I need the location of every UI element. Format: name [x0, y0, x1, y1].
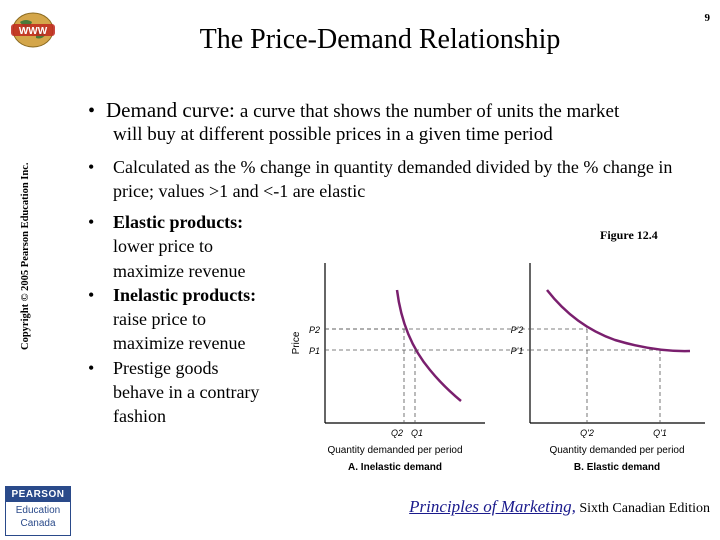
inelastic-term: Inelastic products:	[113, 284, 257, 305]
prestige-text: Prestige goods behave in a contrary fash…	[113, 357, 260, 427]
chart-inelastic: Price P2 P1 Q2 Q1 Quantity demanded per …	[291, 263, 485, 473]
demand-curve-term: Demand curve:	[106, 98, 235, 122]
x-tick-q1: Q'1	[653, 428, 667, 438]
footer: Principles of Marketing, Sixth Canadian …	[320, 497, 710, 517]
y-tick-p2: P'2	[511, 325, 524, 335]
demand-charts: Price P2 P1 Q2 Q1 Quantity demanded per …	[291, 263, 705, 473]
x-tick-q1: Q1	[411, 428, 423, 438]
demand-curve-definition-cont: will buy at different possible prices in…	[113, 124, 553, 145]
bullet-glyph: •	[88, 357, 95, 378]
x-axis-label: Quantity demanded per period	[549, 445, 684, 456]
bullet-glyph: •	[88, 212, 95, 232]
figure-label: Figure 12.4	[600, 228, 658, 242]
elastic-term: Elastic products:	[113, 212, 244, 232]
elasticity-note-text: Calculated as the % change in quantity d…	[113, 157, 673, 202]
elastic-text: lower price to maximize revenue	[113, 236, 246, 281]
demand-curve-a	[395, 289, 462, 402]
chart-elastic: P'2 P'1 Q'2 Q'1 Quantity demanded per pe…	[325, 263, 705, 473]
globe-icon: WWW	[11, 12, 55, 48]
pearson-logo: PEARSON Education Canada	[5, 486, 71, 536]
bullet-demand-curve: • Demand curve: a curve that shows the n…	[88, 97, 698, 124]
book-title: Principles of Marketing,	[409, 497, 576, 516]
canada-text: Canada	[20, 518, 56, 529]
book-edition: Sixth Canadian Edition	[579, 501, 710, 516]
www-logo-text: WWW	[19, 26, 48, 37]
page-number: 9	[704, 12, 711, 24]
x-tick-q2: Q'2	[580, 428, 594, 438]
chart-title-b: B. Elastic demand	[574, 462, 660, 473]
bullet-prestige: • Prestige goods behave in a contrary fa…	[88, 356, 268, 429]
bullet-glyph: •	[88, 157, 95, 177]
bullet-elasticity-note: • Calculated as the % change in quantity…	[88, 155, 688, 204]
page-title: The Price-Demand Relationship	[199, 24, 561, 55]
demand-curve-definition: a curve that shows the number of units t…	[239, 101, 620, 122]
pearson-wordmark: PEARSON	[6, 487, 70, 502]
x-axis-label: Quantity demanded per period	[327, 445, 462, 456]
y-tick-p2: P2	[309, 325, 320, 335]
education-text: Education	[15, 505, 61, 516]
bullet-glyph: •	[88, 284, 95, 305]
bullet-elastic: • Elastic products: lower price to maxim…	[88, 210, 268, 283]
www-logo: WWW	[8, 10, 58, 50]
chart-title-a: A. Inelastic demand	[348, 462, 442, 473]
bullet-inelastic: • Inelastic products: raise price to max…	[88, 283, 268, 356]
copyright-text: Copyright © 2005 Pearson Education Inc.	[20, 162, 31, 350]
inelastic-text: raise price to maximize revenue	[113, 309, 246, 354]
product-bullets: • Elastic products: lower price to maxim…	[88, 210, 268, 429]
y-tick-p1: P'1	[511, 346, 524, 356]
x-tick-q2: Q2	[391, 428, 403, 438]
bullet-glyph: •	[88, 100, 96, 122]
y-tick-p1: P1	[309, 346, 320, 356]
demand-curve-b	[546, 289, 691, 353]
y-axis-label: Price	[291, 331, 302, 354]
